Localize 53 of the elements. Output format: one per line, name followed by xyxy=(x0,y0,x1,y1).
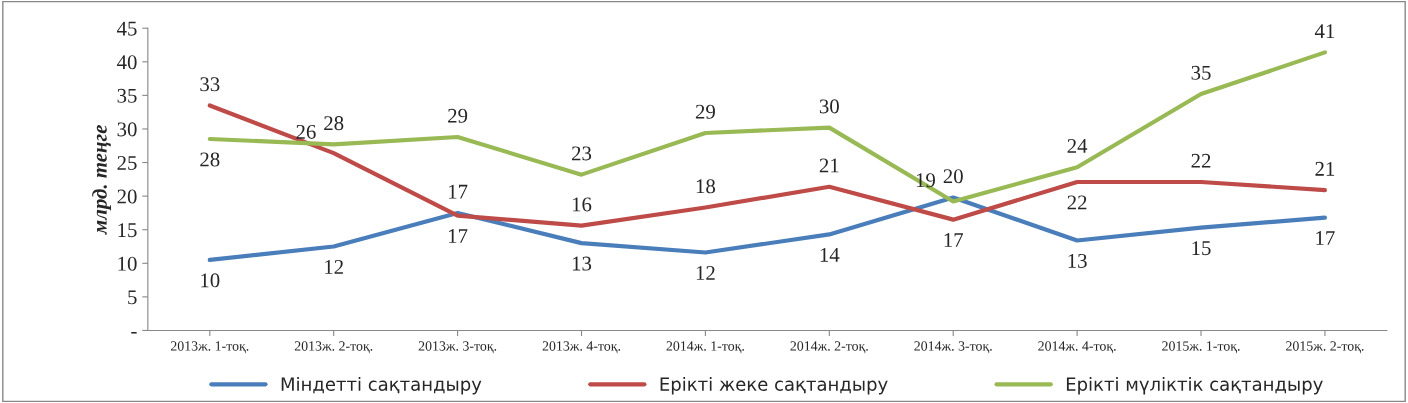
y-tick-label: 10 xyxy=(118,256,137,271)
data-label: 12 xyxy=(696,265,715,280)
data-label: 15 xyxy=(1192,241,1211,256)
legend-label: Ерікті жеке сақтандыру xyxy=(660,376,888,395)
y-tick-label: 30 xyxy=(117,122,137,137)
data-label: 21 xyxy=(1315,161,1335,176)
x-tick-label: 2014ж. 4-тоқ. xyxy=(1038,341,1116,354)
data-label: 35 xyxy=(1191,65,1211,80)
y-tick-label: 40 xyxy=(117,55,137,70)
data-label: 29 xyxy=(448,108,468,123)
y-tick-label: - xyxy=(131,332,137,334)
data-label: 33 xyxy=(200,77,220,92)
data-label: 14 xyxy=(820,247,840,262)
x-tick-label: 2015ж. 2-тоқ. xyxy=(1286,341,1364,354)
y-tick-label: 5 xyxy=(128,290,137,305)
data-label: 28 xyxy=(200,152,220,167)
x-tick-label: 2014ж. 2-тоқ. xyxy=(790,341,868,354)
data-label: 28 xyxy=(324,116,344,131)
data-label: 18 xyxy=(696,179,716,194)
legend-label: Міндетті сақтандыру xyxy=(281,376,482,395)
y-tick-label: 20 xyxy=(117,189,137,204)
y-tick-label: 15 xyxy=(118,223,137,238)
x-tick-label: 2015ж. 1-тоқ. xyxy=(1162,341,1240,354)
data-label: 10 xyxy=(201,273,220,288)
data-label: 16 xyxy=(572,197,592,212)
data-label: 20 xyxy=(943,169,963,184)
data-label: 17 xyxy=(1316,231,1335,245)
y-axis-title: млрд. теңге xyxy=(92,125,112,235)
data-label: 21 xyxy=(819,158,839,173)
x-tick-label: 2014ж. 1-тоқ. xyxy=(666,341,744,354)
x-tick-label: 2013ж. 2-тоқ. xyxy=(294,341,373,354)
data-label: 17 xyxy=(944,233,964,247)
data-label: 17 xyxy=(449,184,468,199)
data-label: 41 xyxy=(1314,24,1335,38)
x-tick-label: 2013ж. 1-тоқ. xyxy=(170,341,249,354)
data-label: 23 xyxy=(572,146,592,161)
data-label: 13 xyxy=(1068,253,1087,268)
data-label: 29 xyxy=(695,104,715,119)
legend-label: Ерікті мүліктік сақтандыру xyxy=(1066,376,1323,395)
data-label: 26 xyxy=(296,124,316,139)
data-label: 17 xyxy=(449,229,468,243)
data-label: 13 xyxy=(572,256,592,271)
data-label: 22 xyxy=(1191,153,1211,168)
x-tick-label: 2014ж. 3-тоқ. xyxy=(914,341,992,354)
data-label: 24 xyxy=(1067,139,1088,153)
y-tick-label: 45 xyxy=(117,21,137,36)
x-tick-label: 2013ж. 3-тоқ. xyxy=(418,341,497,354)
data-label: 12 xyxy=(325,259,343,274)
y-tick-label: 25 xyxy=(117,155,137,170)
x-tick-label: 2013ж. 4-тоқ. xyxy=(542,341,621,354)
y-tick-label: 35 xyxy=(117,88,137,103)
data-label: 30 xyxy=(819,99,839,114)
data-label: 22 xyxy=(1067,195,1087,210)
